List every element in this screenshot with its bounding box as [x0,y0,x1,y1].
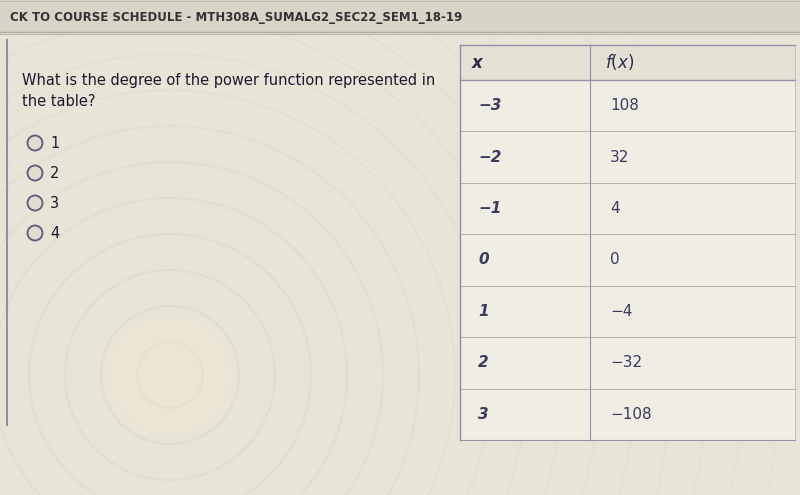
Text: −3: −3 [478,98,502,113]
Text: 2: 2 [478,355,489,370]
Text: the table?: the table? [22,95,95,109]
Circle shape [27,196,42,210]
Text: 32: 32 [610,149,630,165]
Text: 0: 0 [610,252,620,267]
Text: What is the degree of the power function represented in: What is the degree of the power function… [22,72,435,88]
Text: CK TO COURSE SCHEDULE - MTH308A_SUMALG2_SEC22_SEM1_18-19: CK TO COURSE SCHEDULE - MTH308A_SUMALG2_… [10,10,462,23]
Text: $f(x)$: $f(x)$ [605,52,634,72]
Text: −4: −4 [610,304,632,319]
Circle shape [27,136,42,150]
Text: 0: 0 [478,252,489,267]
FancyBboxPatch shape [460,45,795,440]
Text: 2: 2 [50,165,59,181]
Text: −1: −1 [478,201,502,216]
FancyBboxPatch shape [460,45,795,80]
Text: 3: 3 [478,407,489,422]
Text: −32: −32 [610,355,642,370]
Text: 1: 1 [478,304,489,319]
Text: 4: 4 [610,201,620,216]
Circle shape [27,165,42,181]
Text: 3: 3 [50,196,59,210]
Text: −2: −2 [478,149,502,165]
FancyBboxPatch shape [0,0,800,32]
Text: 1: 1 [50,136,59,150]
Circle shape [27,226,42,241]
Text: x: x [472,53,482,71]
Text: 4: 4 [50,226,59,241]
Text: 108: 108 [610,98,639,113]
Circle shape [110,315,230,435]
Text: −108: −108 [610,407,652,422]
